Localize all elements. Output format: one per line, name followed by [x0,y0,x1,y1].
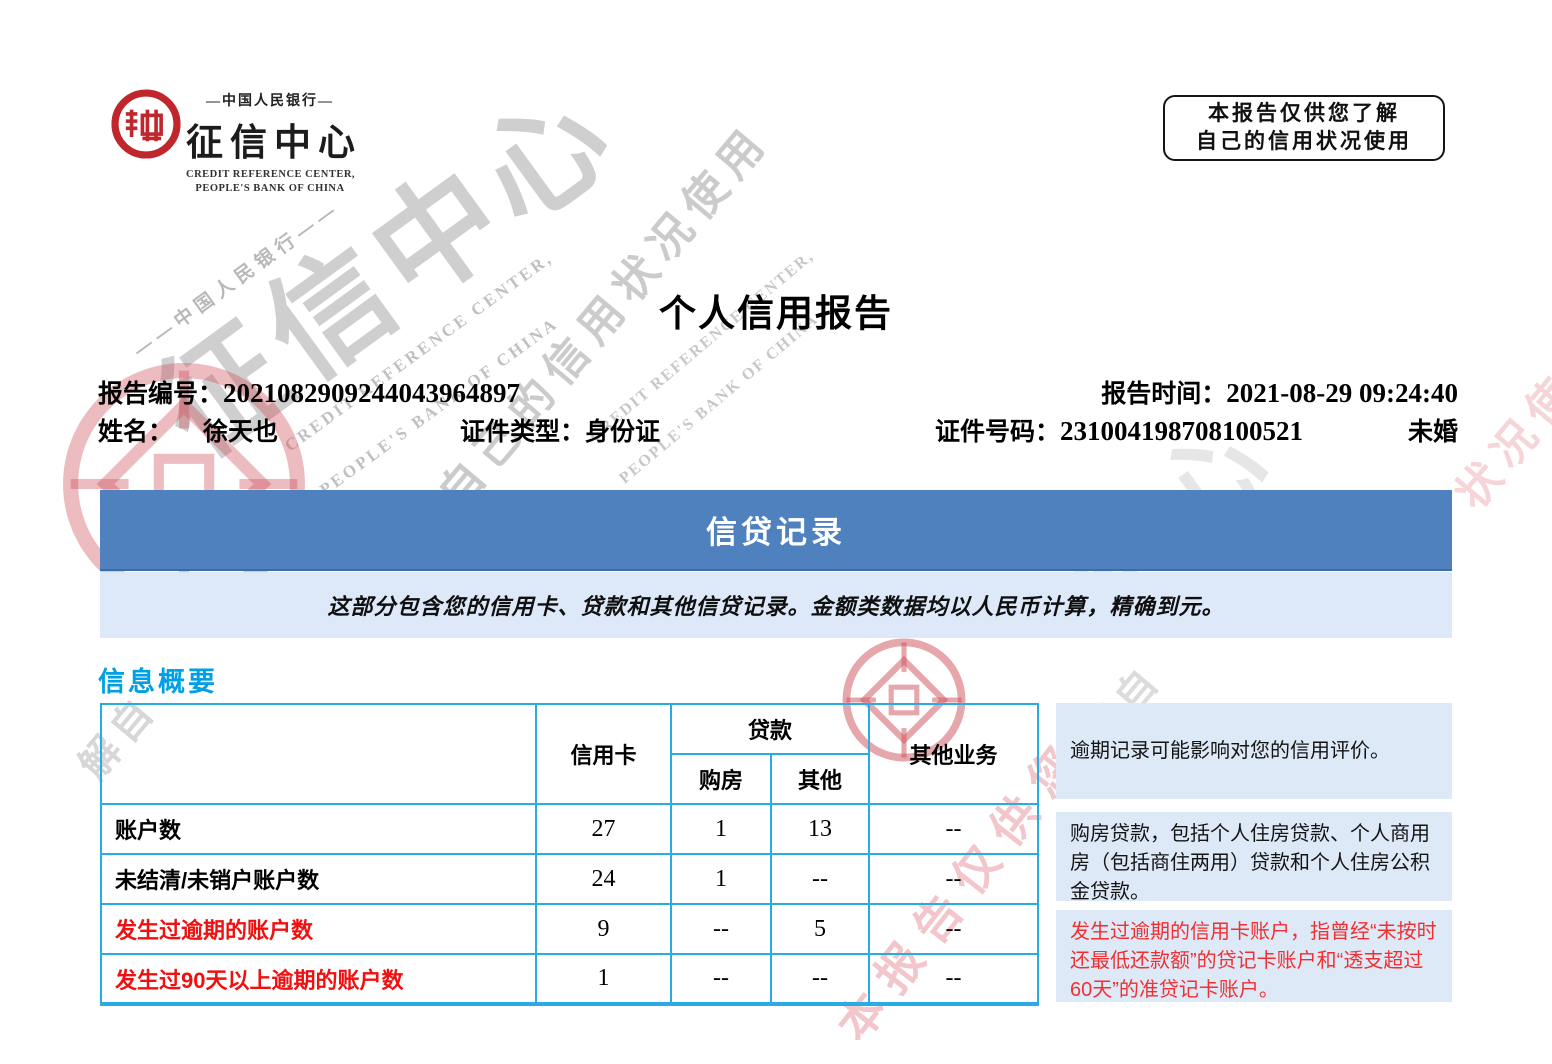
watermark-bank-line: ——中国人民银行—— [130,197,345,362]
note-text: 发生过逾期的信用卡账户，指曾经“未按时还最低还款额”的贷记卡账户和“透支超过60… [1070,921,1437,1001]
cell-loan-house: -- [670,953,772,1005]
cell-loan-other: -- [769,853,871,905]
report-number-line: 报告编号：2021082909244043964897 [98,374,520,410]
cell-other-business: -- [868,953,1040,1005]
logo-center-name: 征信中心 [186,122,362,163]
row-label: 发生过逾期的账户数 [100,903,537,955]
section-description-text: 这部分包含您的信用卡、贷款和其他信贷记录。金额类数据均以人民币计算，精确到元。 [327,594,1225,619]
col-header-loan-other: 其他 [769,753,871,805]
row-label: 发生过90天以上逾期的账户数 [100,953,537,1005]
col-header-other-business: 其他业务 [868,703,1040,805]
table-row-overdue: 发生过逾期的账户数 9 -- 5 -- [100,903,1040,955]
cell-other-business: -- [868,903,1040,955]
table-row-overdue-90days: 发生过90天以上逾期的账户数 1 -- -- -- [100,953,1040,1005]
name-label: 姓名： [98,418,174,446]
report-time-line: 报告时间：2021-08-29 09:24:40 [1101,374,1458,410]
cell-credit-card: 9 [535,903,672,955]
summary-table: 信用卡 贷款 其他业务 购房 其他 账户数 27 1 13 -- 未结清/未销户… [100,703,1040,1006]
usage-notice-line1: 本报告仅供您了解 [1208,102,1400,125]
report-number-value: 2021082909244043964897 [223,378,521,408]
col-header-credit-card: 信用卡 [535,703,672,805]
row-label: 未结清/未销户账户数 [100,853,537,905]
cell-loan-other: 13 [769,803,871,855]
table-corner-cell [100,703,537,805]
table-row: 未结清/未销户账户数 24 1 -- -- [100,853,1040,905]
marital-status: 未婚 [1407,418,1458,446]
logo-english-line1: CREDIT REFERENCE CENTER, [186,169,356,180]
cell-credit-card: 1 [535,953,672,1005]
id-type-value: 身份证 [585,418,661,446]
logo-text-block: —中国人民银行— 征信中心 CREDIT REFERENCE CENTER, P… [186,90,362,194]
name-value: 徐天也 [203,418,279,446]
cell-loan-house: 1 [670,803,772,855]
cell-loan-house: -- [670,903,772,955]
note-overdue-impact: 逾期记录可能影响对您的信用评价。 [1056,703,1452,799]
summary-heading: 信息概要 [98,667,218,697]
pboc-credit-center-logo-icon [110,88,182,160]
table-row: 账户数 27 1 13 -- [100,803,1040,855]
logo-english-line2: PEOPLE'S BANK OF CHINA [195,183,345,194]
note-house-loan-definition: 购房贷款，包括个人住房贷款、个人商用房（包括商住两用）贷款和个人住房公积金贷款。 [1056,812,1452,903]
cell-other-business: -- [868,853,1040,905]
cell-credit-card: 27 [535,803,672,855]
page-title: 个人信用报告 [659,293,893,334]
logo-bank-name: —中国人民银行— [206,94,334,109]
id-number-value: 231004198708100521 [1060,416,1304,446]
watermark-english-line2-repeat: PEOPLE'S BANK OF CHINA [616,310,823,488]
note-overdue-card-definition: 发生过逾期的信用卡账户，指曾经“未按时还最低还款额”的贷记卡账户和“透支超过60… [1056,910,1452,1002]
cell-credit-card: 24 [535,853,672,905]
usage-notice-line2: 自己的信用状况使用 [1196,130,1412,153]
id-type-label: 证件类型： [460,418,586,446]
cell-loan-other: 5 [769,903,871,955]
cell-loan-other: -- [769,953,871,1005]
report-number-label: 报告编号： [98,380,224,408]
note-text: 购房贷款，包括个人住房贷款、个人商用房（包括商住两用）贷款和个人住房公积金贷款。 [1070,823,1430,903]
id-type-line: 证件类型：身份证 [460,412,660,448]
cell-loan-house: 1 [670,853,772,905]
id-number-line: 证件号码：231004198708100521 [935,412,1303,448]
note-text: 逾期记录可能影响对您的信用评价。 [1070,739,1390,762]
report-time-value: 2021-08-29 09:24:40 [1226,378,1458,408]
usage-notice-box: 本报告仅供您了解 自己的信用状况使用 [1163,95,1445,161]
col-header-loan: 贷款 [669,703,871,755]
report-time-label: 报告时间： [1101,380,1227,408]
row-label: 账户数 [100,803,537,855]
col-header-loan-house: 购房 [670,753,772,805]
section-description-band: 这部分包含您的信用卡、贷款和其他信贷记录。金额类数据均以人民币计算，精确到元。 [100,572,1452,638]
section-banner-credit-records: 信贷记录 [100,490,1452,571]
section-banner-title: 信贷记录 [706,515,846,550]
cell-other-business: -- [868,803,1040,855]
id-number-label: 证件号码： [935,418,1061,446]
name-line: 姓名： 徐天也 [98,412,278,448]
